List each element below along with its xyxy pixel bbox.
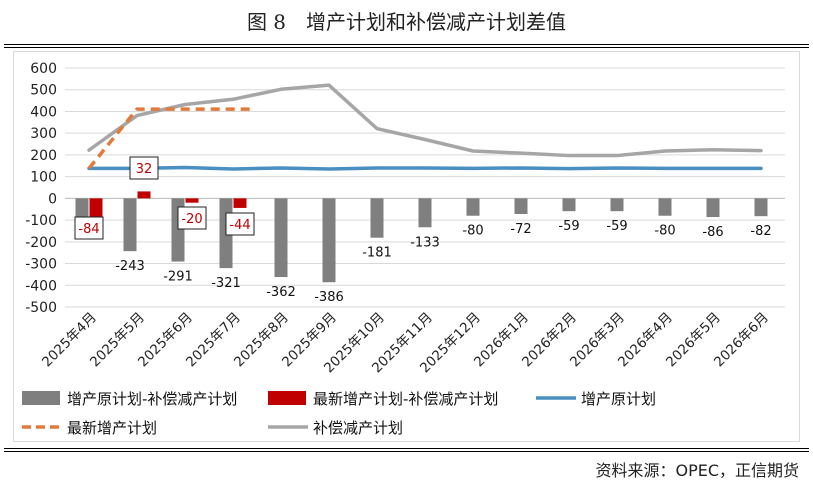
data-label-original-diff: -59 — [558, 219, 579, 234]
legend-label: 增产原计划 — [581, 390, 656, 408]
line-original-increase-plan — [87, 165, 763, 171]
data-label-box — [74, 216, 104, 240]
legend-label: 最新增产计划-补偿减产计划 — [313, 390, 498, 408]
bar-original-diff — [706, 198, 720, 218]
legend-swatch — [22, 391, 60, 405]
y-tick-label: 100 — [30, 170, 57, 186]
data-label-latest-diff: 32 — [136, 162, 153, 177]
data-label-original-diff: -80 — [462, 224, 483, 239]
data-label-original-diff: -72 — [510, 222, 531, 237]
bar-original-diff — [274, 198, 288, 278]
data-label-latest-diff: -44 — [229, 218, 250, 233]
data-label-box — [129, 156, 159, 180]
legend-swatch — [268, 391, 306, 405]
line-compensation-cut-plan — [87, 83, 763, 158]
title-rule-bottom — [4, 47, 809, 48]
source-note: 资料来源：OPEC，正信期货 — [595, 461, 799, 480]
y-tick-label: 400 — [30, 104, 57, 120]
bar-original-diff — [610, 198, 624, 212]
bar-latest-diff — [233, 198, 247, 208]
bar-original-diff — [514, 198, 528, 215]
y-tick-label: 600 — [30, 61, 57, 77]
data-label-original-diff: -133 — [410, 235, 440, 250]
bar-original-diff — [370, 198, 384, 238]
bar-original-diff — [658, 198, 672, 216]
y-tick-label: -100 — [25, 213, 57, 229]
footer-rule-top — [4, 448, 809, 449]
data-label-box — [225, 212, 255, 236]
data-label-original-diff: -291 — [163, 270, 193, 285]
data-label-latest-diff: -20 — [181, 212, 202, 227]
bar-original-diff — [562, 198, 576, 212]
bar-latest-diff — [185, 198, 199, 203]
data-label-original-diff: -321 — [211, 276, 241, 291]
bar-latest-diff — [89, 198, 103, 217]
bar-latest-diff — [137, 191, 151, 199]
data-label-original-diff: -362 — [266, 285, 296, 300]
y-tick-label: -300 — [25, 257, 57, 273]
y-tick-label: -400 — [25, 278, 57, 294]
data-label-original-diff: -59 — [606, 219, 627, 234]
bar-original-diff — [466, 198, 480, 216]
legend-label: 补偿减产计划 — [313, 419, 403, 437]
figure-title: 图 8 增产计划和补偿减产计划差值 — [246, 10, 567, 34]
data-label-original-diff: -80 — [654, 224, 675, 239]
title-rule-top — [4, 44, 809, 45]
y-tick-label: 500 — [30, 83, 57, 99]
bar-original-diff — [123, 198, 137, 252]
bar-original-diff — [754, 198, 768, 217]
y-tick-label: -500 — [25, 300, 57, 316]
data-label-box — [177, 206, 207, 230]
data-label-original-diff: -243 — [115, 259, 145, 274]
data-label-original-diff: -181 — [362, 246, 392, 261]
data-label-original-diff: -86 — [702, 225, 723, 240]
bar-original-diff — [75, 198, 89, 217]
line-latest-increase-plan — [87, 107, 255, 170]
legend-label: 增产原计划-补偿减产计划 — [67, 390, 237, 408]
bar-original-diff — [322, 198, 336, 283]
footer-rule-bottom — [4, 451, 809, 452]
chart-frame — [13, 51, 800, 442]
bar-original-diff — [418, 198, 432, 228]
data-label-latest-diff: -84 — [78, 222, 99, 237]
legend-label: 最新增产计划 — [67, 419, 157, 437]
chart: -500 -400 -300 -200 -100 0 100 200 300 400 500 600 -… — [22, 61, 785, 437]
y-tick-label: 0 — [48, 191, 57, 207]
data-label-original-diff: -386 — [314, 290, 344, 305]
y-tick-label: 200 — [30, 148, 57, 164]
y-tick-label: 300 — [30, 126, 57, 142]
data-label-original-diff: -82 — [750, 224, 771, 239]
y-tick-label: -200 — [25, 235, 57, 251]
